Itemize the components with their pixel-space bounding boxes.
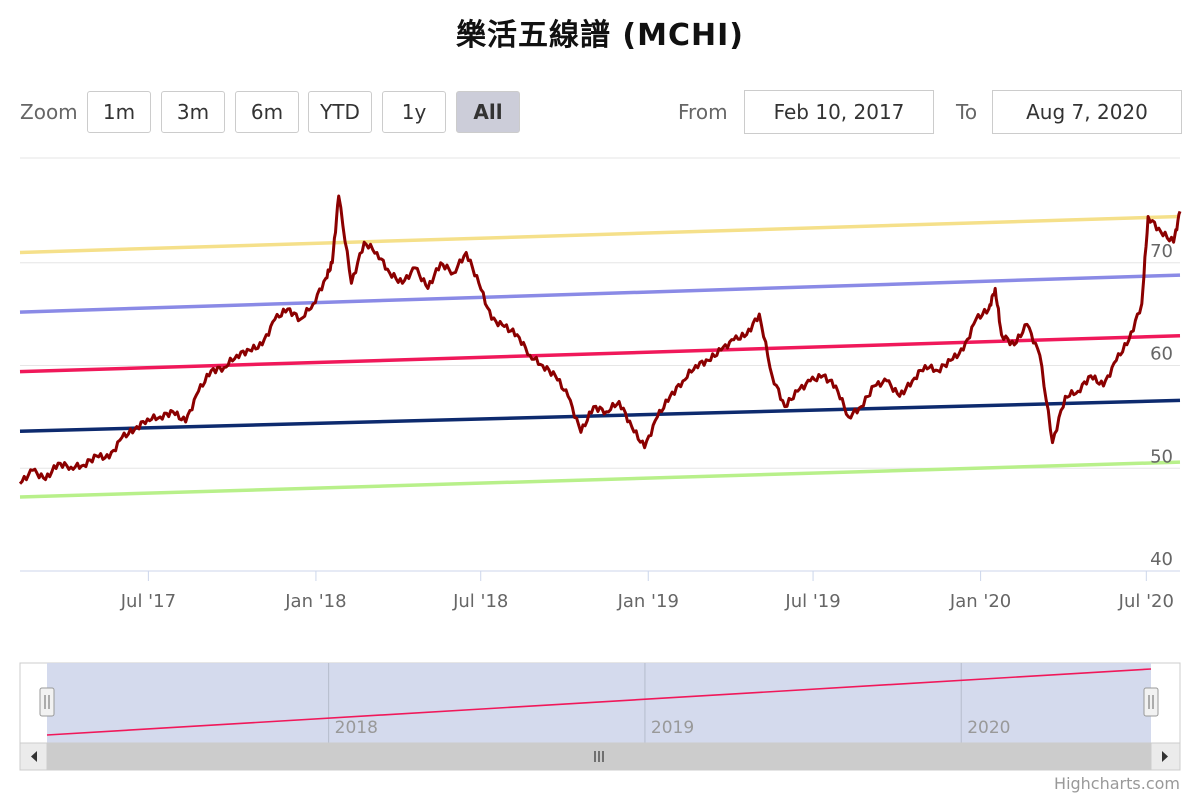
band-line-minus1sd: [19, 398, 1181, 434]
x-tick-label-4: Jul '19: [784, 591, 840, 612]
x-axis-labels: Jul '17 Jan '18 Jul '18 Jan '19 Jul '19 Jan '…: [120, 571, 1174, 612]
x-tick-label-5: Jan '20: [949, 591, 1011, 612]
navigator[interactable]: 2018 2019 2020: [19, 662, 1181, 744]
band-line-plus1sd: [19, 273, 1181, 314]
navigator-selected-range[interactable]: [47, 663, 1151, 743]
band-lines: [19, 214, 1181, 499]
x-tick-label-3: Jan '19: [617, 591, 679, 612]
navigator-year-label-2019: 2019: [651, 718, 694, 738]
scrollbar[interactable]: [19, 742, 1181, 771]
y-tick-label-70: 70: [1150, 241, 1173, 262]
band-line-minus2sd: [19, 460, 1181, 499]
navigator-year-label-2018: 2018: [335, 718, 378, 738]
price-series: [18, 194, 1182, 485]
band-line-plus2sd: [19, 214, 1181, 255]
highcharts-credit[interactable]: Highcharts.com: [1054, 774, 1180, 793]
x-tick-label-2: Jul '18: [452, 591, 508, 612]
chart-title: 樂活五線譜 (MCHI): [455, 18, 744, 53]
navigator-left-handle[interactable]: [39, 687, 55, 717]
price-line: [18, 194, 1182, 485]
to-label: To: [956, 100, 978, 124]
y-tick-label-50: 50: [1150, 446, 1173, 467]
zoom-all-button[interactable]: All: [456, 91, 520, 133]
navigator-series-line: [46, 668, 1152, 736]
to-date-input[interactable]: Aug 7, 2020: [992, 90, 1182, 134]
zoom-3m-button[interactable]: 3m: [161, 91, 225, 133]
y-tick-label-40: 40: [1150, 549, 1173, 570]
from-date-input[interactable]: Feb 10, 2017: [744, 90, 934, 134]
band-line-trend: [19, 333, 1181, 374]
arrow-right-icon: [1162, 751, 1168, 762]
x-tick-label-1: Jan '18: [284, 591, 346, 612]
zoom-6m-button[interactable]: 6m: [235, 91, 299, 133]
navigator-gridlines: 2018 2019 2020: [328, 663, 1010, 743]
arrow-left-icon: [31, 751, 37, 762]
x-tick-label-0: Jul '17: [120, 591, 176, 612]
navigator-year-label-2020: 2020: [967, 718, 1010, 738]
zoom-1m-button[interactable]: 1m: [87, 91, 151, 133]
y-axis-labels: 40 50 60 70: [1150, 241, 1173, 570]
zoom-1y-button[interactable]: 1y: [382, 91, 446, 133]
zoom-ytd-button[interactable]: YTD: [308, 91, 372, 133]
zoom-label: Zoom: [20, 100, 78, 124]
y-tick-label-60: 60: [1150, 344, 1173, 365]
from-label: From: [678, 100, 728, 124]
x-tick-label-6: Jul '20: [1118, 591, 1174, 612]
navigator-right-handle[interactable]: [1143, 687, 1159, 717]
